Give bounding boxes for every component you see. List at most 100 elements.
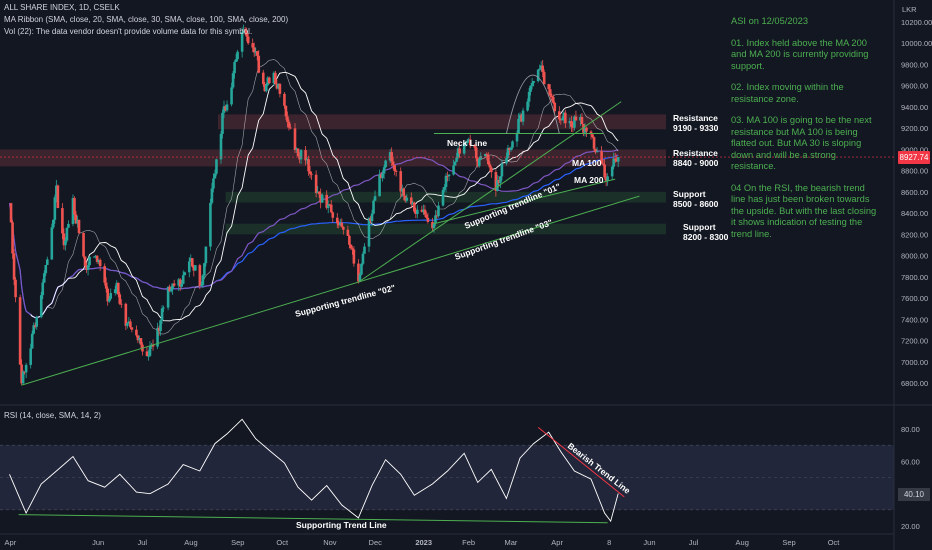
candle-body <box>201 275 205 286</box>
candle-body <box>127 321 131 324</box>
candle-body <box>616 157 620 162</box>
candle-body <box>298 156 301 160</box>
symbol-title[interactable]: ALL SHARE INDEX, 1D, CSELK <box>4 3 120 12</box>
support-zone-lower <box>225 223 666 235</box>
candle-body <box>320 194 324 203</box>
candle-body <box>44 264 48 274</box>
candle-body <box>242 29 245 33</box>
date-tick-label: Nov <box>323 538 337 547</box>
candle-body <box>558 111 561 120</box>
candle-body <box>9 203 13 223</box>
candle-body <box>390 152 393 162</box>
candle-body <box>92 256 96 258</box>
candle-body <box>452 165 455 175</box>
candle-body <box>284 105 288 117</box>
date-tick-label: Apr <box>5 538 17 547</box>
candle-body <box>579 116 582 121</box>
candle-body <box>156 327 159 347</box>
candle-body <box>307 159 310 172</box>
candle-body <box>39 295 43 318</box>
candle-body <box>349 244 353 249</box>
candle-body <box>71 198 75 224</box>
candle-body <box>23 371 26 373</box>
candle-body <box>325 194 329 208</box>
candle-body <box>591 134 594 138</box>
candle-body <box>326 204 330 208</box>
date-tick-label: Sep <box>782 538 795 547</box>
candle-body <box>606 176 609 181</box>
supporting-trendline-02 <box>21 195 640 386</box>
candle-body <box>416 209 419 215</box>
candle-body <box>348 235 351 245</box>
candle-body <box>399 171 403 192</box>
date-tick-label: Apr <box>551 538 563 547</box>
rsi-bearish-trend-line <box>537 426 625 498</box>
candle-body <box>299 150 303 160</box>
candle-body <box>317 191 321 195</box>
analysis-note-4: 04 On the RSI, the bearish trend line ha… <box>731 182 877 239</box>
candle-body <box>413 202 416 212</box>
candle-body <box>219 133 223 160</box>
candle-body <box>234 59 238 63</box>
candle-body <box>189 258 193 262</box>
candle-body <box>422 209 425 212</box>
candle-body <box>506 147 510 158</box>
candle-body <box>562 112 566 119</box>
candle-body <box>52 219 55 228</box>
support-upper-title: Support <box>673 189 706 199</box>
candle-body <box>382 167 386 174</box>
candle-body <box>474 147 478 159</box>
candle-body <box>50 227 54 260</box>
candle-body <box>551 96 555 103</box>
support-label-lower: Support 8200 - 8300 <box>683 222 728 242</box>
candle-body <box>243 29 247 31</box>
candle-body <box>67 223 70 228</box>
candle-body <box>289 127 292 129</box>
candle-body <box>183 272 187 276</box>
candle-body <box>494 172 498 191</box>
candle-body <box>547 84 551 90</box>
candle-body <box>568 120 572 124</box>
candle-body <box>574 116 578 121</box>
price-tick-label: 8000.00 <box>901 252 928 261</box>
rsi-legend[interactable]: RSI (14, close, SMA, 14, 2) <box>4 411 101 420</box>
date-tick-label: Oct <box>276 538 289 547</box>
price-tick-label: 9200.00 <box>901 124 928 133</box>
volume-legend[interactable]: Vol (22): The data vendor doesn't provid… <box>4 27 253 36</box>
candle-body <box>20 364 23 384</box>
candle-body <box>464 142 467 144</box>
candle-body <box>393 165 396 172</box>
price-tick-label: 8600.00 <box>901 188 928 197</box>
price-tick-label: 7000.00 <box>901 358 928 367</box>
resistance-zone-upper <box>217 114 666 130</box>
candle-body <box>536 69 540 82</box>
candle-body <box>194 265 197 271</box>
candle-body <box>82 232 85 257</box>
candle-body <box>65 227 69 241</box>
analysis-note-1: 01. Index held above the MA 200 and MA 2… <box>731 37 869 71</box>
price-tick-label: 7200.00 <box>901 337 928 346</box>
candle-body <box>490 167 493 173</box>
resistance-lower-range: 8840 - 9000 <box>673 158 719 168</box>
resistance-upper-range: 9190 - 9330 <box>673 123 719 133</box>
candle-body <box>151 344 155 347</box>
candle-body <box>511 141 514 148</box>
rsi-supporting-trend-label: Supporting Trend Line <box>296 520 387 530</box>
candle-body <box>148 346 152 356</box>
candle-body <box>335 217 339 224</box>
candle-body <box>391 161 395 166</box>
support-zone-upper <box>225 191 666 203</box>
candle-body <box>76 219 79 224</box>
ma-ribbon-legend[interactable]: MA Ribbon (SMA, close, 20, SMA, close, 3… <box>4 15 289 24</box>
candle-body <box>361 253 365 264</box>
candle-body <box>261 72 265 85</box>
candle-body <box>509 147 513 150</box>
resistance-upper-title: Resistance <box>673 113 718 123</box>
support-lower-range: 8200 - 8300 <box>683 232 729 242</box>
candle-body <box>115 282 119 290</box>
resistance-label-upper: Resistance 9190 - 9330 <box>673 113 718 133</box>
candle-body <box>561 118 564 121</box>
candle-body <box>339 222 342 226</box>
candle-body <box>94 255 97 257</box>
